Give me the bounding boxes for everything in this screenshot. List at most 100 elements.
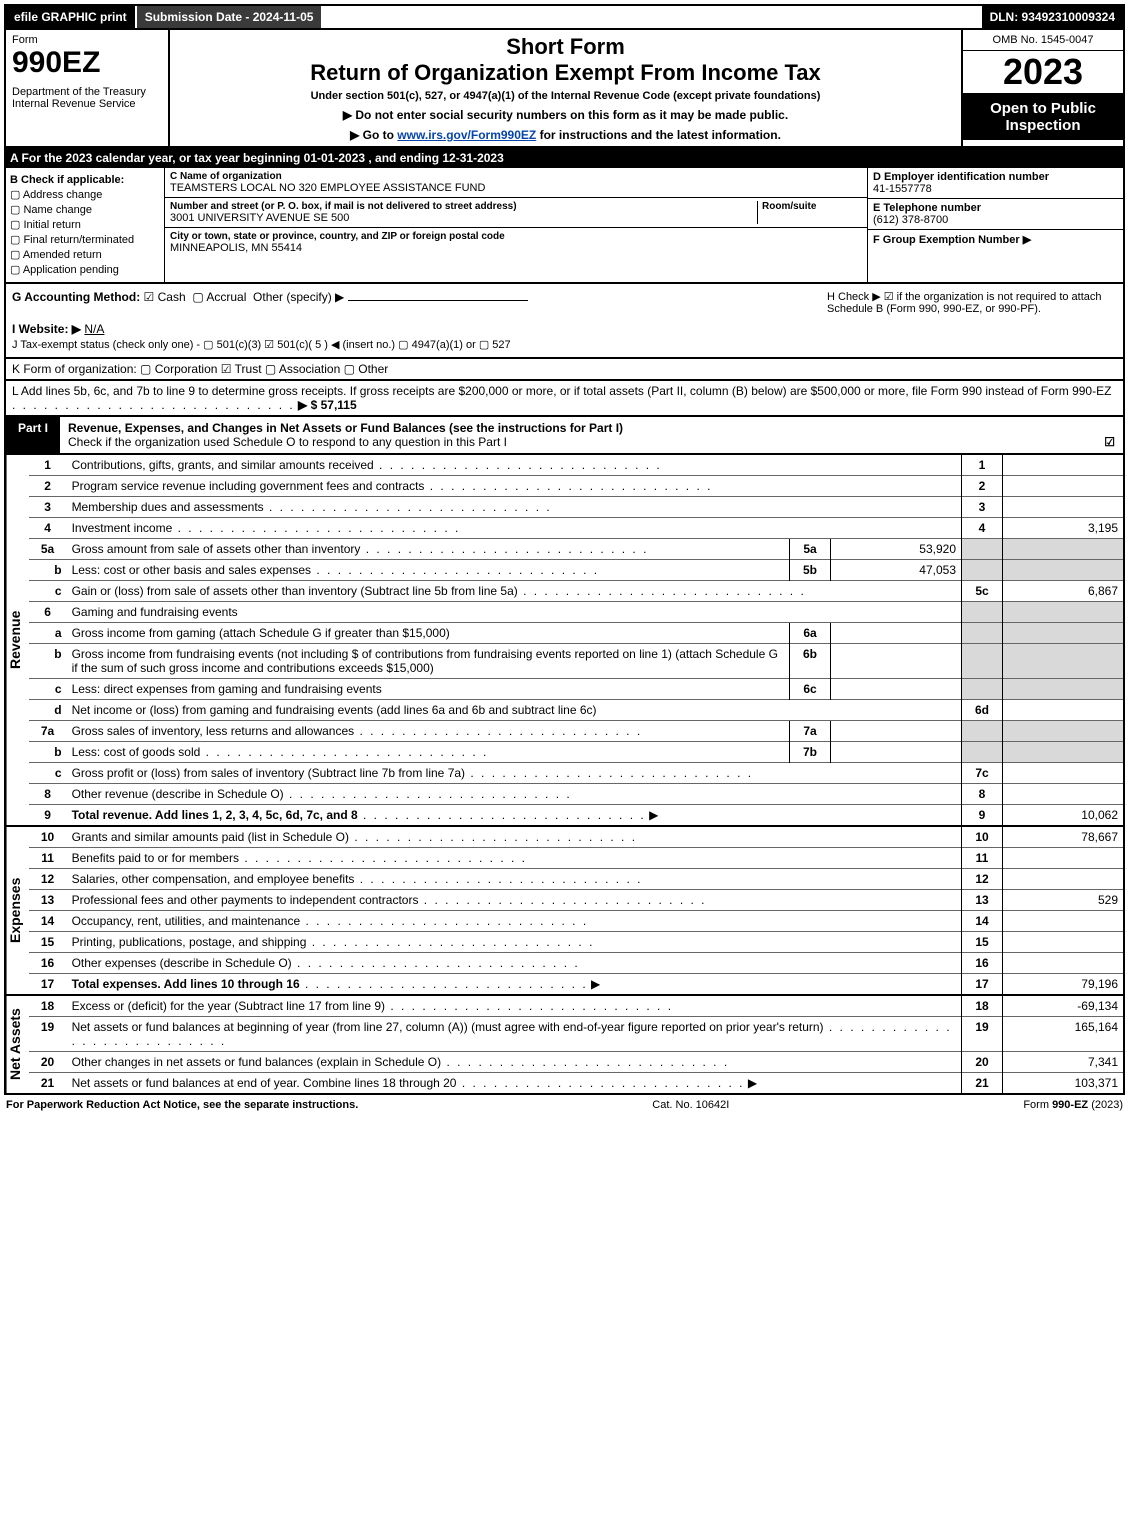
entity-box: B Check if applicable: Address change Na… <box>4 168 1125 284</box>
part1-header: Part I Revenue, Expenses, and Changes in… <box>4 417 1125 455</box>
chk-address-change[interactable]: Address change <box>10 188 160 201</box>
dln-label: DLN: 93492310009324 <box>982 6 1123 28</box>
box-lbl: 7a <box>790 721 831 742</box>
part1-checkmark: ☑ <box>1104 435 1115 449</box>
line-num: d <box>29 700 67 721</box>
line-num: 6 <box>29 602 67 623</box>
line-rlbl: 8 <box>962 784 1003 805</box>
form-title: Return of Organization Exempt From Incom… <box>174 60 957 86</box>
g-cash[interactable]: Cash <box>144 290 186 304</box>
goto-post: for instructions and the latest informat… <box>536 128 781 142</box>
line-desc: Gross income from fundraising events (no… <box>67 644 790 679</box>
efile-label[interactable]: efile GRAPHIC print <box>6 6 135 28</box>
line-rlbl: 13 <box>962 890 1003 911</box>
ein-lbl: D Employer identification number <box>873 171 1118 183</box>
line-num: 12 <box>29 869 67 890</box>
expenses-vlabel: Expenses <box>6 827 29 994</box>
goto-note: ▶ Go to www.irs.gov/Form990EZ for instru… <box>174 128 957 142</box>
h-box: H Check ▶ ☑ if the organization is not r… <box>827 290 1117 315</box>
line-num: 20 <box>29 1052 67 1073</box>
arrow-icon: ▶ <box>748 1076 757 1090</box>
g-other[interactable]: Other (specify) ▶ <box>253 290 344 304</box>
box-lbl: 6a <box>790 623 831 644</box>
line-num: 2 <box>29 476 67 497</box>
submission-date: Submission Date - 2024-11-05 <box>135 6 322 28</box>
line-desc: Gross sales of inventory, less returns a… <box>72 724 355 738</box>
top-bar: efile GRAPHIC print Submission Date - 20… <box>4 4 1125 30</box>
chk-name-change[interactable]: Name change <box>10 203 160 216</box>
street-lbl: Number and street (or P. O. box, if mail… <box>170 201 757 212</box>
line-num: 3 <box>29 497 67 518</box>
line-rlbl: 16 <box>962 953 1003 974</box>
line-desc: Less: cost of goods sold <box>72 745 201 759</box>
line-rval: -69,134 <box>1003 996 1124 1017</box>
line-num: 10 <box>29 827 67 848</box>
line-desc: Total revenue. Add lines 1, 2, 3, 4, 5c,… <box>72 808 358 822</box>
line-rlbl: 11 <box>962 848 1003 869</box>
box-val <box>831 679 962 700</box>
l-amount: ▶ $ 57,115 <box>298 398 357 412</box>
irs-link[interactable]: www.irs.gov/Form990EZ <box>397 128 536 142</box>
form-header: Form 990EZ Department of the Treasury In… <box>4 30 1125 148</box>
line-desc: Gross profit or (loss) from sales of inv… <box>72 766 465 780</box>
line-num: 15 <box>29 932 67 953</box>
topbar-spacer <box>321 13 981 21</box>
line-desc: Investment income <box>72 521 173 535</box>
line-desc: Professional fees and other payments to … <box>72 893 419 907</box>
line-num: 21 <box>29 1073 67 1094</box>
line-desc: Other revenue (describe in Schedule O) <box>72 787 284 801</box>
box-lbl: 6c <box>790 679 831 700</box>
line-desc: Occupancy, rent, utilities, and maintena… <box>72 914 301 928</box>
chk-application-pending[interactable]: Application pending <box>10 263 160 276</box>
line-num: c <box>29 679 67 700</box>
g-accrual[interactable]: Accrual <box>192 290 246 304</box>
line-desc: Grants and similar amounts paid (list in… <box>72 830 349 844</box>
line-num: 4 <box>29 518 67 539</box>
line-rval: 7,341 <box>1003 1052 1124 1073</box>
l-row: L Add lines 5b, 6c, and 7b to line 9 to … <box>4 381 1125 417</box>
box-d: D Employer identification number 41-1557… <box>867 168 1123 282</box>
box-c: C Name of organization TEAMSTERS LOCAL N… <box>165 168 867 282</box>
line-rlbl: 3 <box>962 497 1003 518</box>
line-num: a <box>29 623 67 644</box>
chk-initial-return[interactable]: Initial return <box>10 218 160 231</box>
line-num: 9 <box>29 805 67 826</box>
line-num: c <box>29 763 67 784</box>
revenue-table-wrap: Revenue 1Contributions, gifts, grants, a… <box>4 455 1125 827</box>
line-desc: Other changes in net assets or fund bala… <box>72 1055 442 1069</box>
line-rval: 78,667 <box>1003 827 1124 848</box>
line-rval <box>1003 455 1124 476</box>
line-num: b <box>29 644 67 679</box>
footer-left: For Paperwork Reduction Act Notice, see … <box>6 1099 358 1111</box>
goto-pre: ▶ Go to <box>350 128 397 142</box>
line-rlbl: 17 <box>962 974 1003 995</box>
line-num: 7a <box>29 721 67 742</box>
line-rval <box>1003 953 1124 974</box>
line-rval <box>1003 932 1124 953</box>
line-rval <box>1003 700 1124 721</box>
line-desc: Gross amount from sale of assets other t… <box>72 542 361 556</box>
line-desc: Other expenses (describe in Schedule O) <box>72 956 292 970</box>
chk-final-return[interactable]: Final return/terminated <box>10 233 160 246</box>
line-rval: 6,867 <box>1003 581 1124 602</box>
line-rlbl: 21 <box>962 1073 1003 1094</box>
line-num: 17 <box>29 974 67 995</box>
short-form-label: Short Form <box>174 34 957 60</box>
part1-title-text: Revenue, Expenses, and Changes in Net As… <box>68 421 623 435</box>
box-lbl: 7b <box>790 742 831 763</box>
ssn-note: ▶ Do not enter social security numbers o… <box>174 108 957 122</box>
page-footer: For Paperwork Reduction Act Notice, see … <box>4 1095 1125 1115</box>
k-row: K Form of organization: ▢ Corporation ☑ … <box>4 359 1125 381</box>
line-desc: Salaries, other compensation, and employ… <box>72 872 355 886</box>
line-rlbl: 4 <box>962 518 1003 539</box>
chk-amended-return[interactable]: Amended return <box>10 248 160 261</box>
line-rlbl: 12 <box>962 869 1003 890</box>
l-text: L Add lines 5b, 6c, and 7b to line 9 to … <box>12 384 1111 398</box>
b-heading: B Check if applicable: <box>10 174 160 186</box>
line-rval <box>1003 911 1124 932</box>
line-num: 13 <box>29 890 67 911</box>
form-subtitle: Under section 501(c), 527, or 4947(a)(1)… <box>174 90 957 102</box>
line-num: 1 <box>29 455 67 476</box>
box-val <box>831 644 962 679</box>
city-lbl: City or town, state or province, country… <box>170 231 862 242</box>
